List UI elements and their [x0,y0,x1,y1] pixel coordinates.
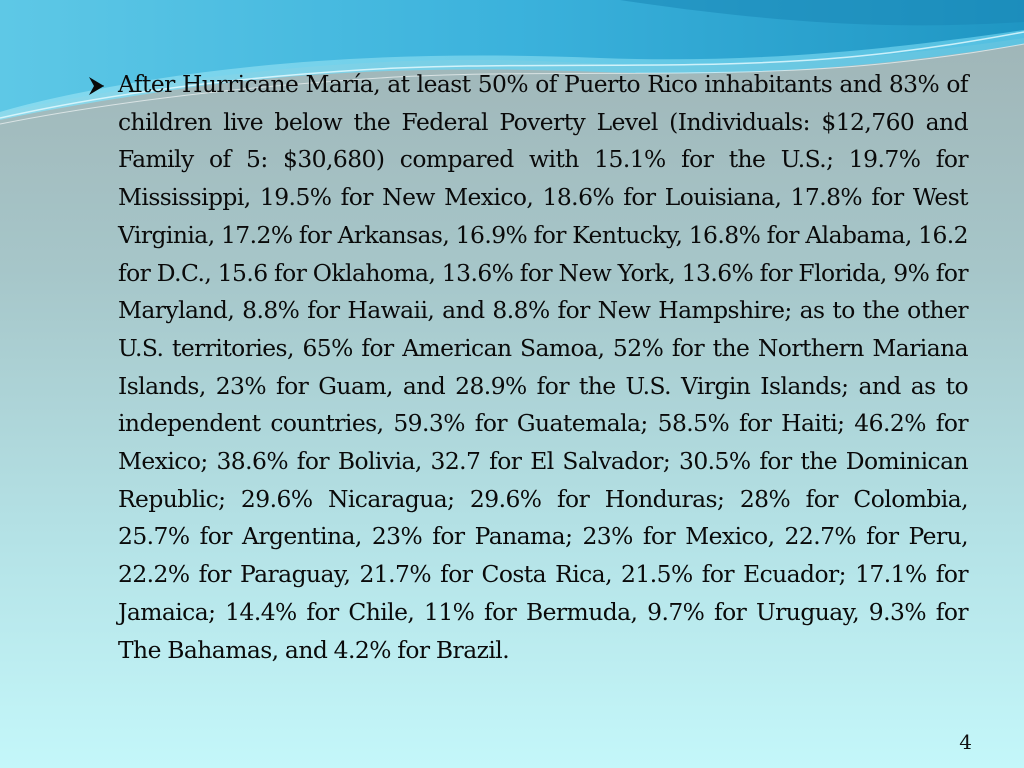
slide-number: 4 [959,730,972,754]
bullet-text: After Hurricane María, at least 50% of P… [118,70,969,664]
bullet-item: After Hurricane María, at least 50% of P… [86,66,969,669]
decorative-wave-header [0,0,1024,125]
arrow-bullet-icon [89,77,104,95]
